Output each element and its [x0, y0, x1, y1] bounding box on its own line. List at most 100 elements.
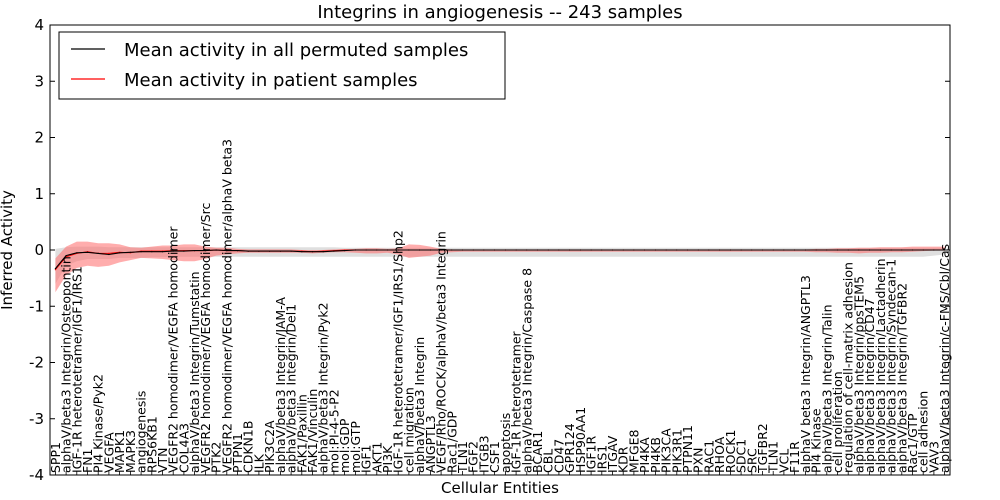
- category-label: alphaV/beta3 Integrin/ppsTEM5: [851, 276, 866, 473]
- data-point: [408, 249, 410, 251]
- category-label: IGF-1R heterotetramer: [509, 330, 524, 473]
- y-tick-label: 4: [34, 16, 44, 34]
- data-point: [719, 249, 721, 251]
- data-point: [472, 249, 474, 251]
- data-point: [279, 250, 281, 252]
- data-point: [611, 249, 614, 251]
- data-point: [365, 249, 367, 251]
- data-point: [794, 249, 796, 251]
- data-point: [65, 255, 67, 257]
- category-label: PIK3C2A: [262, 420, 277, 473]
- chart-title: Integrins in angiogenesis -- 243 samples: [317, 2, 682, 23]
- category-label: CSF1: [487, 441, 502, 473]
- data-point: [119, 252, 121, 254]
- data-point: [751, 249, 753, 251]
- confidence-bands: [55, 241, 945, 293]
- data-point: [311, 251, 314, 253]
- category-label: ILK: [251, 453, 266, 473]
- category-label: FAK1/Paxillin: [294, 394, 309, 473]
- category-label: alphaV/beta3 Integrin/Syndecan-1: [884, 259, 899, 473]
- y-axis-label: Inferred Activity: [0, 190, 16, 310]
- category-label: PTPN11: [680, 425, 695, 473]
- data-point: [826, 249, 828, 251]
- category-label: alphaV/beta3 Integrin/Tumstatin: [187, 271, 202, 473]
- category-label: mol:GTP: [348, 421, 363, 473]
- category-label: PI4KB: [648, 437, 663, 473]
- data-point: [247, 250, 249, 252]
- legend-box: [58, 31, 506, 100]
- category-label: F11R: [787, 441, 802, 473]
- category-label: regulation of cell-matrix adhesion: [841, 262, 856, 473]
- category-label: MFGE8: [626, 429, 641, 473]
- category-label: COL4A3: [176, 423, 191, 473]
- data-point: [815, 249, 817, 251]
- category-label: apoptosis: [498, 413, 513, 473]
- category-label: IGF-1R heterotetramer/IGF1/IRS1: [69, 266, 84, 473]
- category-label: PI4 Kinase/Pyk2: [91, 374, 106, 473]
- data-point: [161, 251, 164, 253]
- data-point: [108, 253, 110, 256]
- data-point: [783, 249, 785, 251]
- category-label: Rac1/GDP: [444, 411, 459, 473]
- data-point: [740, 249, 742, 251]
- data-point: [429, 249, 431, 251]
- legend: Mean activity in all permuted samples Me…: [58, 31, 506, 100]
- data-point: [354, 249, 356, 251]
- category-label: alphaV/beta3 Integrin: [412, 337, 427, 473]
- category-label: FAK1/Vinculin: [305, 389, 320, 473]
- category-label: RAC1: [701, 440, 716, 473]
- data-point: [97, 252, 99, 254]
- category-label: VEGF/Rho/ROCK/alphaV/beta3 Integrin: [434, 231, 449, 473]
- data-point: [622, 249, 624, 251]
- series-lines: [54, 249, 946, 271]
- data-point: [922, 249, 924, 251]
- category-label: FN1: [80, 449, 95, 474]
- category-label: CDKN1B: [241, 421, 256, 473]
- data-point: [483, 249, 485, 251]
- category-label: VAV3: [926, 441, 941, 473]
- data-point: [172, 250, 174, 252]
- data-point: [569, 249, 571, 251]
- category-label: Rac1/GTP: [905, 413, 920, 473]
- category-label: IGF1: [359, 444, 374, 473]
- category-label: alphaV beta3 Integrin/ANGPTL3: [798, 275, 813, 473]
- category-label: RPS6KB1: [144, 416, 159, 473]
- category-label: ROCK1: [723, 430, 738, 473]
- data-point: [140, 251, 142, 253]
- category-label: SDC1: [734, 439, 749, 473]
- category-label: RHOA: [712, 436, 727, 473]
- category-label: PXN: [691, 448, 706, 473]
- legend-label-permuted: Mean activity in all permuted samples: [124, 40, 468, 61]
- data-point: [236, 250, 239, 252]
- category-label: PTK2: [209, 442, 224, 473]
- data-point: [536, 249, 539, 251]
- data-point: [194, 250, 196, 252]
- data-point: [558, 249, 560, 251]
- data-point: [836, 249, 839, 251]
- data-point: [686, 249, 689, 251]
- category-label: alphaV/beta3 Integrin/TGFBR2: [894, 283, 909, 473]
- data-point: [344, 250, 346, 252]
- category-label: GPR124: [562, 423, 577, 473]
- data-point: [451, 249, 453, 251]
- category-label: ITGB3: [476, 435, 491, 473]
- y-tick-label: -3: [29, 410, 44, 428]
- data-point: [183, 250, 185, 252]
- data-point: [54, 269, 57, 271]
- data-point: [440, 249, 442, 251]
- data-point: [590, 249, 592, 251]
- data-point: [729, 249, 732, 251]
- data-point: [151, 251, 153, 253]
- data-point: [333, 250, 335, 252]
- category-label: alphaV/beta3 Integrin/Caspase 8: [519, 268, 534, 473]
- y-tick-label: 2: [34, 129, 44, 147]
- permuted-mean-line: [54, 249, 945, 269]
- category-label: ITGAV: [605, 435, 620, 473]
- y-tick-label: -1: [29, 297, 44, 315]
- data-point: [494, 249, 496, 251]
- data-point: [633, 249, 635, 251]
- data-point: [654, 249, 657, 251]
- category-label: PI4KA: [637, 437, 652, 473]
